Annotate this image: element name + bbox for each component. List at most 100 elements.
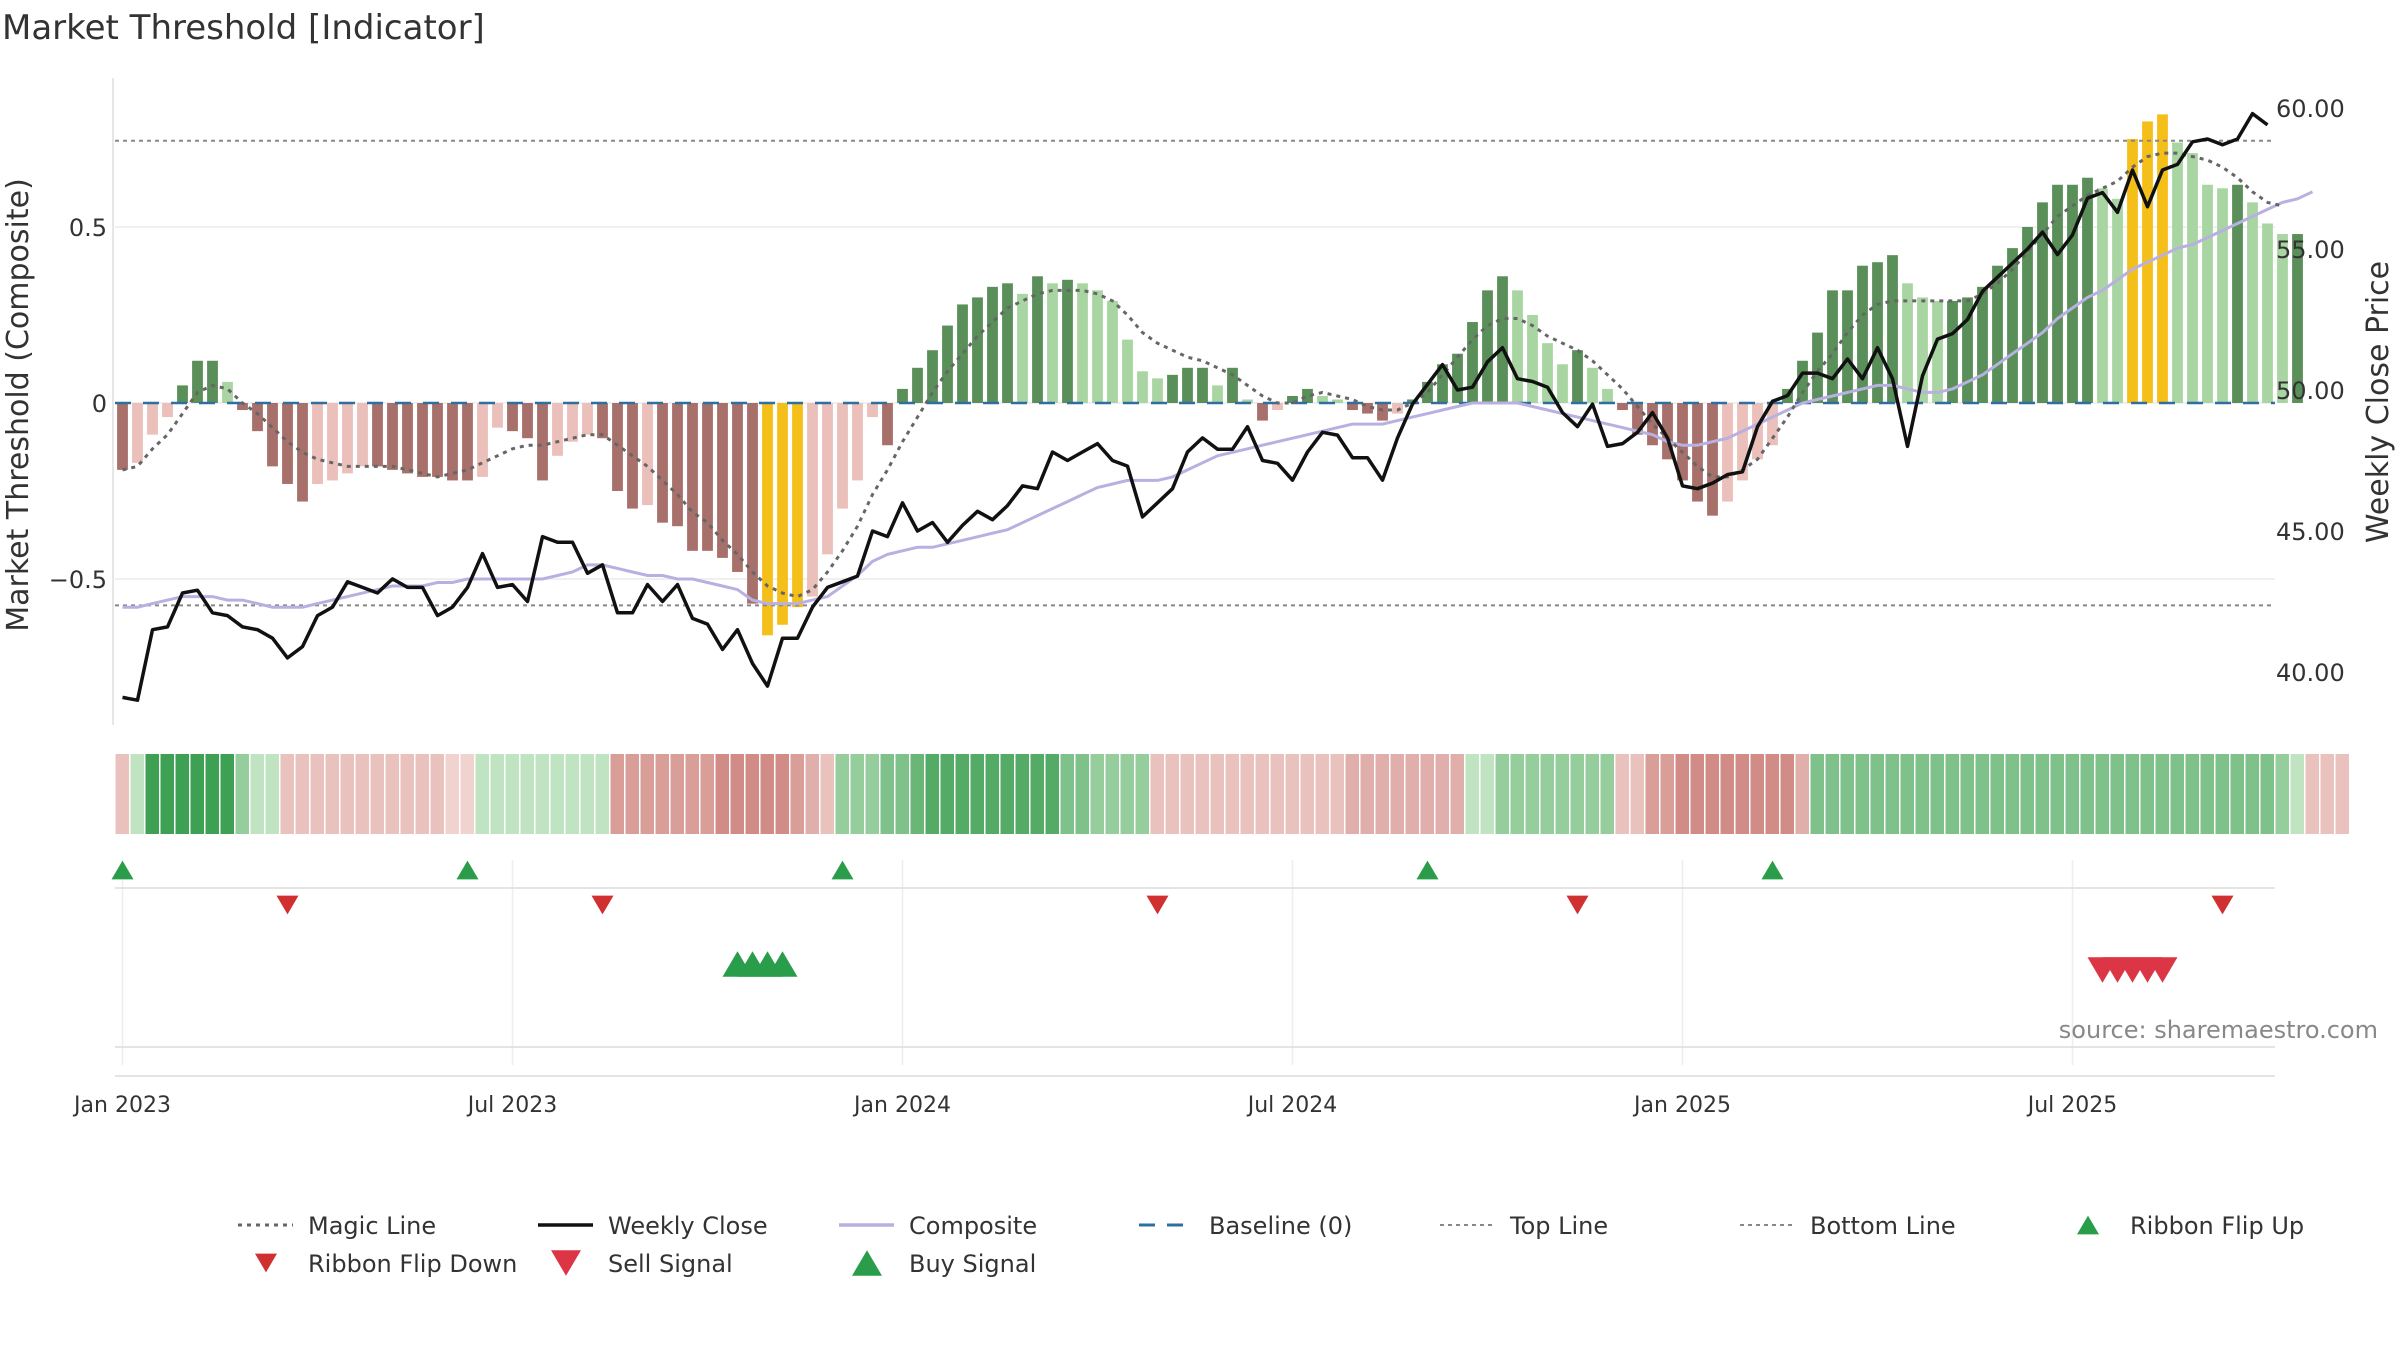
ribbon-cell <box>2185 754 2199 834</box>
composite-bar <box>462 403 473 481</box>
composite-bar <box>1077 283 1088 403</box>
composite-bar <box>1482 290 1493 403</box>
composite-bar <box>1122 339 1133 403</box>
composite-bar <box>1542 343 1553 403</box>
x-tick-label: Jul 2024 <box>1246 1093 1338 1118</box>
ribbon-cell <box>235 754 249 834</box>
ribbon-cell <box>1960 754 1974 834</box>
ribbon-cell <box>655 754 669 834</box>
ribbon-cell <box>475 754 489 834</box>
composite-bar <box>1062 279 1073 403</box>
ribbon-cell <box>1810 754 1824 834</box>
legend-item-buy-signal: Buy Signal <box>852 1250 1036 1278</box>
composite-bar <box>2067 184 2078 403</box>
legend-symbol <box>255 1253 277 1273</box>
ribbon-cell <box>925 754 939 834</box>
legend-label: Buy Signal <box>909 1250 1036 1278</box>
ribbon-cell <box>2230 754 2244 834</box>
composite-bar <box>822 403 833 555</box>
ribbon-cell <box>940 754 954 834</box>
ribbon-flip-up-marker <box>111 860 134 880</box>
ribbon-cell <box>1195 754 1209 834</box>
composite-bar <box>1452 353 1463 403</box>
composite-bar <box>117 403 128 470</box>
y-left-tick-label: 0.5 <box>69 214 107 242</box>
ribbon-cell <box>1975 754 1989 834</box>
composite-bar <box>1857 265 1868 403</box>
ribbon-cell <box>550 754 564 834</box>
ribbon-cell <box>2290 754 2304 834</box>
composite-bar <box>687 403 698 551</box>
ribbon-cell <box>2245 754 2259 834</box>
composite-bar <box>417 403 428 477</box>
ribbon-cell <box>820 754 834 834</box>
ribbon-cell <box>535 754 549 834</box>
composite-bar <box>1107 300 1118 403</box>
composite-bar <box>1677 403 1688 481</box>
x-tick-label: Jul 2025 <box>2026 1093 2118 1118</box>
composite-bar <box>1512 290 1523 403</box>
ribbon-cell <box>790 754 804 834</box>
ribbon-cell <box>1720 754 1734 834</box>
composite-bar <box>342 403 353 474</box>
ribbon-cell <box>175 754 189 834</box>
composite-bar <box>942 325 953 403</box>
composite-bar <box>672 403 683 527</box>
ribbon-cell <box>1435 754 1449 834</box>
ribbon-cell <box>1600 754 1614 834</box>
composite-bar <box>882 403 893 446</box>
composite-bar <box>762 403 773 636</box>
ribbon-cell <box>2005 754 2019 834</box>
weekly-close-line <box>122 111 2269 702</box>
legend-item-magic-line: Magic Line <box>238 1212 436 1240</box>
ribbon-cell <box>2065 754 2079 834</box>
ribbon-cell <box>2140 754 2154 834</box>
composite-bar <box>1992 265 2003 403</box>
ribbon-cell <box>490 754 504 834</box>
ribbon-cell <box>130 754 144 834</box>
composite-bar <box>1527 315 1538 403</box>
ribbon-cell <box>2170 754 2184 834</box>
ribbon-cell <box>805 754 819 834</box>
ribbon-cell <box>2320 754 2334 834</box>
composite-bar <box>537 403 548 481</box>
composite-bar <box>792 403 803 608</box>
ribbon-cell <box>1135 754 1149 834</box>
composite-bar <box>252 403 263 432</box>
composite-bar <box>1317 395 1328 403</box>
ribbon-cell <box>2125 754 2139 834</box>
ribbon-cell <box>1525 754 1539 834</box>
composite-bar <box>1467 322 1478 403</box>
ribbon-cell <box>370 754 384 834</box>
composite-line <box>122 190 2314 609</box>
composite-bar <box>1197 367 1208 403</box>
composite-bar <box>957 304 968 403</box>
composite-bar <box>852 403 863 481</box>
composite-bar <box>2292 234 2303 403</box>
ribbon-cell <box>1000 754 1014 834</box>
composite-bar <box>2247 202 2258 403</box>
x-tick-label: Jan 2024 <box>852 1093 951 1118</box>
composite-bar <box>1227 367 1238 403</box>
composite-bar <box>1887 255 1898 403</box>
composite-bar <box>1827 290 1838 403</box>
ribbon-cell <box>520 754 534 834</box>
ribbon-cell <box>2335 754 2349 834</box>
composite-bar <box>432 403 443 477</box>
ribbon-cell <box>610 754 624 834</box>
composite-bar <box>657 403 668 523</box>
composite-bar <box>2007 248 2018 403</box>
composite-bar <box>2052 184 2063 403</box>
composite-bar <box>1587 367 1598 403</box>
composite-bar <box>2187 153 2198 403</box>
source-label: source: sharemaestro.com <box>2059 1016 2378 1044</box>
ribbon-cell <box>280 754 294 834</box>
ribbon-cell <box>295 754 309 834</box>
ribbon-cell <box>1105 754 1119 834</box>
composite-bar <box>507 403 518 432</box>
ribbon-cell <box>2095 754 2109 834</box>
ribbon-cell <box>1840 754 1854 834</box>
ribbon-flip-down-marker <box>1566 895 1589 915</box>
x-tick-label: Jul 2023 <box>466 1093 558 1118</box>
composite-bar <box>522 403 533 439</box>
